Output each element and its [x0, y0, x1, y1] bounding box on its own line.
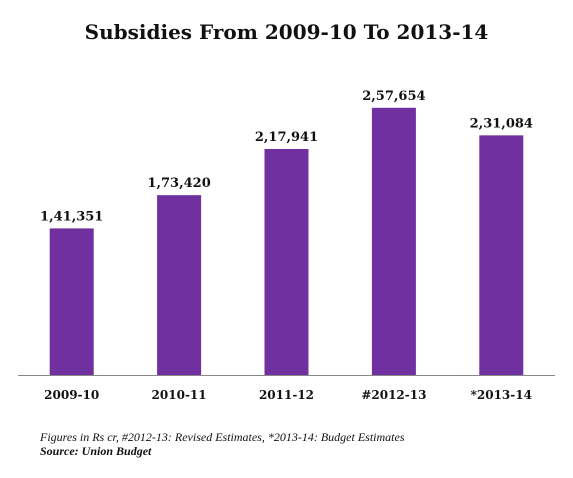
x-tick-label: 2011-12 — [259, 388, 314, 402]
footnote: Figures in Rs cr, #2012-13: Revised Esti… — [40, 430, 405, 444]
bar-*2013-14 — [479, 135, 524, 375]
data-labels-group: 1,41,351 1,73,420 2,17,941 2,57,654 2,31,084 — [40, 89, 533, 225]
data-label: 1,41,351 — [40, 209, 103, 224]
bar-2011-12 — [264, 148, 309, 375]
bars-group — [49, 107, 524, 376]
source-note: Source: Union Budget — [40, 444, 152, 458]
data-label: 2,17,941 — [255, 130, 318, 145]
bar-2010-11 — [157, 195, 202, 375]
x-tick-label: 2009-10 — [44, 388, 99, 402]
bar-2009-10 — [49, 228, 94, 375]
data-label: 1,73,420 — [147, 176, 210, 191]
x-tick-labels-group: 2009-10 2010-11 2011-12 #2012-13 *2013-14 — [44, 388, 532, 402]
data-label: 2,31,084 — [470, 116, 533, 131]
chart-title: Subsidies From 2009-10 To 2013-14 — [84, 20, 489, 44]
bar-#2012-13 — [371, 107, 416, 376]
data-label: 2,57,654 — [362, 89, 425, 104]
chart-footer: Figures in Rs cr, #2012-13: Revised Esti… — [40, 430, 405, 458]
x-tick-label: #2012-13 — [361, 388, 426, 402]
x-tick-label: 2010-11 — [152, 388, 207, 402]
x-tick-label: *2013-14 — [471, 388, 532, 402]
